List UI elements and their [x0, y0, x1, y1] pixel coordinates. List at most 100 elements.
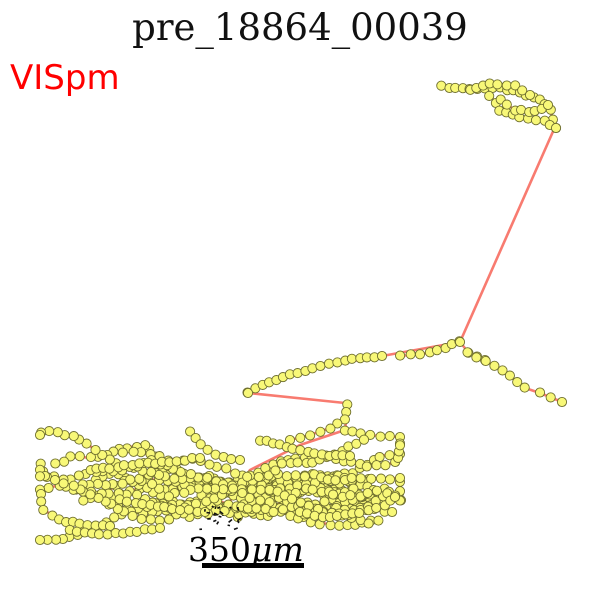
axon-node	[299, 471, 310, 482]
axon-node	[136, 513, 147, 525]
region-label: VISpm	[10, 58, 120, 98]
axon-node	[454, 336, 466, 348]
axon-node	[104, 463, 115, 474]
soma-dendrite-mark	[213, 512, 219, 516]
axon-node	[242, 387, 254, 399]
axon-node	[263, 470, 274, 481]
axon-node	[134, 458, 145, 469]
axon-node	[255, 484, 266, 495]
axon-node	[325, 423, 336, 434]
axon-node	[102, 529, 113, 540]
axon-node	[226, 454, 237, 465]
axon-node	[394, 472, 406, 484]
axon-node	[295, 445, 306, 456]
axon-node	[354, 507, 365, 518]
axon-node	[147, 478, 158, 490]
axon-node	[550, 122, 562, 134]
axon-node	[309, 510, 320, 521]
axon-node	[85, 452, 96, 463]
axon-node	[244, 492, 255, 503]
axon-node	[50, 458, 61, 469]
axon-node	[351, 438, 362, 449]
scale-unit: μm	[251, 530, 304, 569]
axon-node	[371, 502, 382, 514]
axon-node	[34, 534, 46, 546]
axon-node	[371, 485, 382, 496]
axon-node	[109, 512, 120, 523]
axon-node	[93, 529, 105, 540]
axon-node	[414, 349, 426, 360]
axon-node	[201, 483, 213, 494]
axon-node	[542, 99, 554, 111]
soma-dendrite-mark	[227, 524, 231, 527]
axon-node	[234, 454, 246, 466]
axon-node	[59, 456, 70, 467]
axon-node	[363, 518, 374, 529]
axon-node	[545, 392, 556, 403]
axon-node	[97, 449, 108, 461]
axon-node	[195, 439, 206, 450]
axon-node	[323, 358, 335, 369]
axon-node	[121, 496, 132, 507]
axon-node	[394, 440, 406, 451]
axon-node	[132, 489, 143, 500]
axon-node	[163, 491, 174, 502]
soma-dendrite-mark	[216, 521, 220, 525]
axon-node	[332, 418, 343, 429]
axon-node	[34, 471, 46, 482]
axon-node	[556, 396, 568, 408]
axon-node	[43, 482, 54, 494]
axon-node	[219, 506, 230, 517]
axon-node	[246, 484, 257, 495]
axon-node	[497, 365, 508, 376]
axon-node	[117, 447, 128, 458]
soma-dendrite-mark	[213, 519, 217, 523]
axon-node	[68, 480, 79, 491]
axon-node	[376, 350, 388, 362]
axon-node	[307, 484, 318, 495]
axon-node	[504, 370, 515, 381]
axon-node	[74, 451, 85, 462]
axon-node	[185, 426, 196, 437]
axon-node	[117, 478, 128, 489]
axon-node	[344, 450, 356, 462]
soma-dendrite-mark	[217, 506, 221, 510]
axon-nodes	[34, 78, 568, 546]
axon-node	[405, 349, 416, 360]
soma-dendrite-mark	[214, 506, 217, 510]
axon-node	[58, 478, 69, 489]
axon-node	[34, 429, 46, 441]
soma-dendrite-mark	[229, 506, 232, 509]
axon-node	[361, 461, 372, 472]
axon-node	[202, 444, 213, 455]
axon-node	[530, 115, 542, 126]
axon-node	[221, 463, 232, 474]
figure-title: pre_18864_00039	[132, 6, 468, 49]
scale-bar	[202, 563, 304, 568]
axon-node	[462, 347, 473, 358]
axon-node	[145, 514, 156, 525]
axon-node	[384, 431, 395, 442]
axon-node	[319, 496, 330, 507]
axon-node	[358, 434, 370, 445]
axon-node	[286, 493, 298, 504]
axon-node	[501, 80, 512, 91]
axon-node	[330, 475, 341, 486]
scale-bar-label: 350μm	[188, 530, 304, 569]
axon-node	[389, 491, 401, 503]
axon-node	[242, 503, 253, 514]
axon-node	[471, 352, 482, 363]
axon-node	[270, 465, 281, 476]
axon-node	[112, 504, 123, 515]
axon-node	[230, 468, 241, 479]
axon-node	[183, 504, 194, 515]
soma-dendrite-mark	[219, 510, 224, 515]
axon-node	[175, 505, 186, 516]
axon-node	[355, 473, 366, 484]
axon-node	[185, 469, 196, 480]
axon-node	[154, 522, 166, 534]
axon-node	[345, 490, 356, 501]
axon-node	[480, 355, 491, 367]
axon-node	[276, 458, 287, 469]
